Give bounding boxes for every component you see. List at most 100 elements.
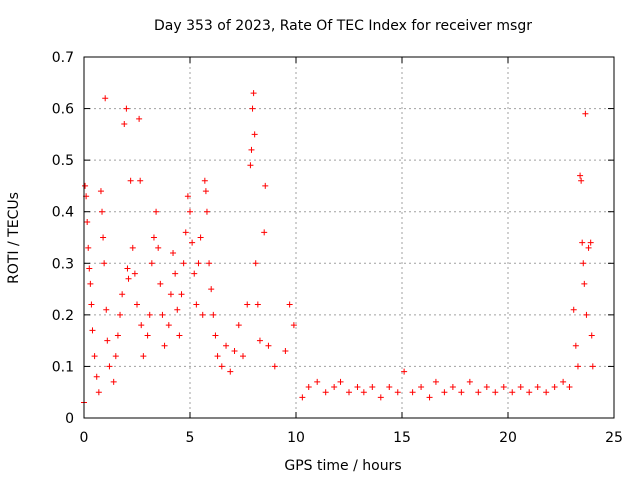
data-point [354,384,361,391]
data-point [189,239,196,246]
data-point [123,105,130,112]
data-point [210,311,217,318]
data-point [201,177,208,184]
data-point [247,162,254,169]
data-point [500,384,507,391]
data-point [184,193,191,200]
data-point [377,394,384,401]
data-point [492,389,499,396]
data-point [475,389,482,396]
data-point [97,188,104,195]
x-tick-label: 20 [499,430,517,446]
data-point [137,177,144,184]
data-point [458,389,465,396]
data-point [161,342,168,349]
data-point [582,110,589,117]
data-point [240,353,246,360]
data-point [466,378,473,385]
data-point [121,121,128,128]
data-point [282,347,289,354]
data-point [426,394,433,401]
data-point [148,260,155,267]
data-point [394,389,401,396]
data-point [566,384,573,391]
data-point [418,384,425,391]
data-point [251,131,258,138]
data-point [299,394,306,401]
data-point [401,368,408,375]
y-tick-label: 0.6 [52,102,74,118]
data-point [206,260,213,267]
data-point [138,322,145,329]
data-point [88,301,95,308]
data-point [262,182,269,189]
data-point [114,332,121,339]
data-point [84,219,91,226]
y-axis-label: ROTI / TECUs [6,192,22,284]
data-point [89,327,96,334]
data-point [314,378,321,385]
data-point [574,363,581,370]
data-point [86,265,93,272]
data-point [193,301,200,308]
data-point [187,208,193,215]
data-point [249,105,256,112]
data-point [223,342,230,349]
data-point [182,229,189,236]
data-point [199,311,206,318]
data-point [197,234,204,241]
data-point [579,239,586,246]
data-point [337,378,344,385]
y-tick-label: 0 [65,411,74,427]
data-point [386,384,393,391]
data-point [146,311,153,318]
data-point [102,95,109,102]
x-tick-label: 25 [605,430,623,446]
data-point [271,363,278,370]
data-point [572,342,579,349]
data-point [112,353,119,360]
data-point [212,332,219,339]
data-point [256,337,263,344]
y-tick-label: 0.3 [52,256,74,272]
grid-layer [84,57,614,418]
data-point [170,249,177,256]
data-point [261,229,268,236]
data-point [577,172,584,179]
data-point [195,260,202,267]
data-point [583,311,590,318]
data-point [150,234,157,241]
data-point [369,384,376,391]
data-point [159,311,166,318]
data-point [174,306,181,313]
data-point [93,373,100,380]
data-point [244,301,251,308]
data-point [534,384,541,391]
data-point [580,260,587,267]
data-point [125,275,132,282]
data-point [322,389,329,396]
data-point [526,389,533,396]
data-point [331,384,338,391]
data-point [110,378,117,385]
data-point [140,353,147,360]
data-point [119,291,126,298]
data-point [87,280,94,287]
data-point [252,260,259,267]
data-point [129,244,136,251]
data-point [91,353,98,360]
data-point [517,384,524,391]
data-point [560,378,567,385]
data-point [248,146,255,153]
data-point [250,90,257,97]
data-marks [81,90,596,406]
y-tick-label: 0.7 [52,50,74,66]
plot-frame [83,56,615,419]
data-point [157,280,164,287]
data-point [305,384,312,391]
data-point [131,270,138,277]
data-point [208,286,215,293]
data-point [449,384,456,391]
x-tick-label: 10 [287,430,305,446]
